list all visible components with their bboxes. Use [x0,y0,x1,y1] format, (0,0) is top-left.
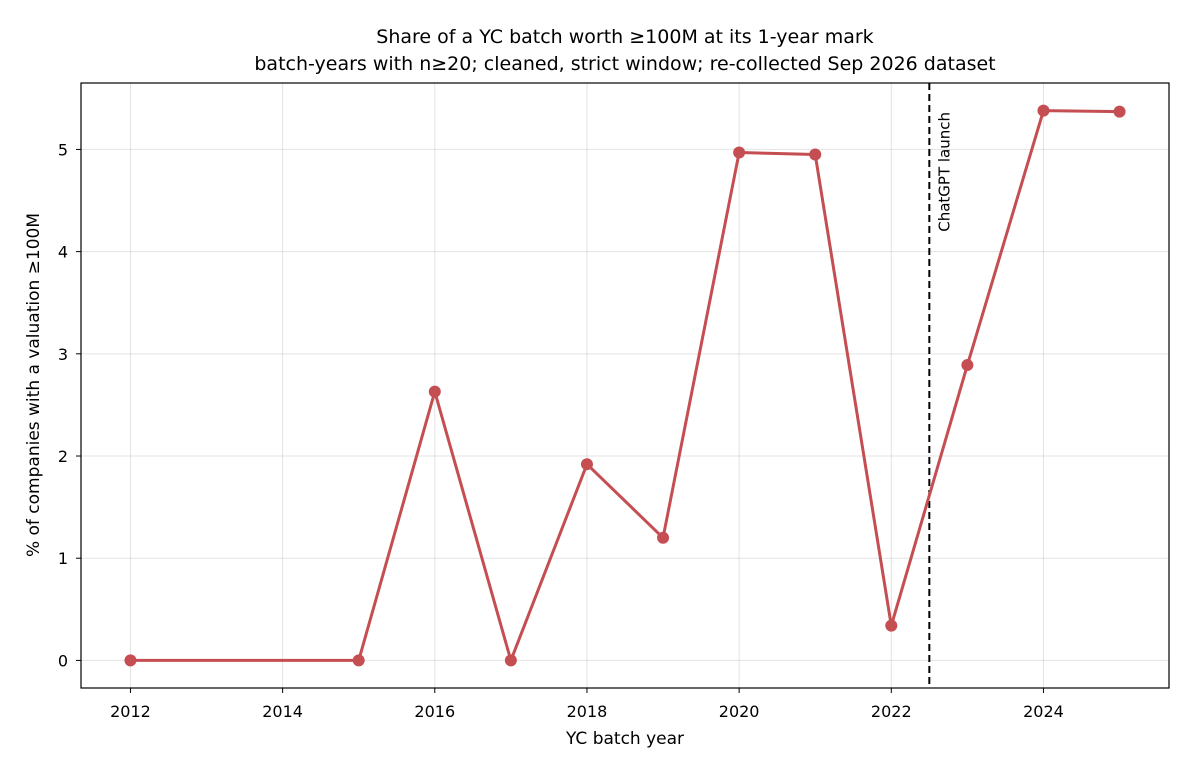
data-point [961,359,974,372]
data-point [428,385,441,398]
x-tick-label: 2012 [110,702,151,721]
data-point [809,148,822,161]
y-tick-label: 1 [58,549,68,568]
data-point [1037,104,1050,117]
y-tick-label: 0 [58,651,68,670]
plot-area-frame [80,82,1170,689]
y-tick-label: 3 [58,345,68,364]
y-axis: 0 1 2 3 4 5 [58,140,81,670]
data-point [352,654,365,667]
chatgpt-launch-label: ChatGPT launch [935,112,953,232]
grid-lines [81,83,1169,688]
x-tick-label: 2016 [414,702,455,721]
x-axis-label: YC batch year [565,729,684,749]
x-tick-label: 2024 [1023,702,1064,721]
annotation-layer: ChatGPT launch [928,83,953,688]
data-point [580,458,593,471]
x-tick-label: 2022 [871,702,912,721]
y-axis-label: % of companies with a valuation ≥100M [24,213,44,557]
x-axis: 2012 2014 2016 2018 2020 2022 2024 [110,688,1064,721]
data-point [657,531,670,544]
chart-title: Share of a YC batch worth ≥100M at its 1… [376,26,873,48]
data-point [885,619,898,632]
series-layer [124,104,1126,667]
data-point [1113,105,1126,118]
chart-subtitle: batch-years with n≥20; cleaned, strict w… [254,53,995,75]
y-tick-label: 2 [58,447,68,466]
y-tick-label: 4 [58,243,68,262]
data-point [124,654,137,667]
y-tick-label: 5 [58,140,68,159]
x-tick-label: 2020 [719,702,760,721]
data-point [504,654,517,667]
x-tick-label: 2018 [567,702,608,721]
series-line [130,109,1120,662]
x-tick-label: 2014 [262,702,303,721]
data-point [733,146,746,159]
